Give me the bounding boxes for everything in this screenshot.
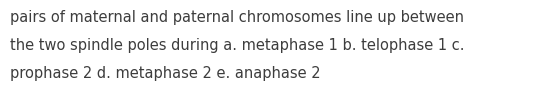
- Text: pairs of maternal and paternal chromosomes line up between: pairs of maternal and paternal chromosom…: [10, 10, 464, 25]
- Text: prophase 2 d. metaphase 2 e. anaphase 2: prophase 2 d. metaphase 2 e. anaphase 2: [10, 66, 321, 81]
- Text: the two spindle poles during a. metaphase 1 b. telophase 1 c.: the two spindle poles during a. metaphas…: [10, 38, 464, 53]
